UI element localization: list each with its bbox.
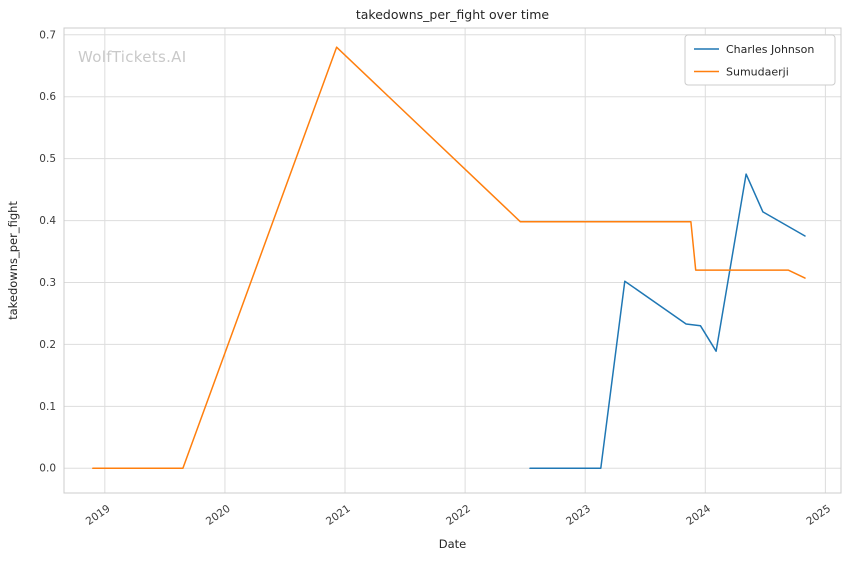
x-tick-label: 2020 <box>204 503 233 528</box>
y-tick-label: 0.0 <box>39 463 56 475</box>
series-line-sumudaerji <box>92 46 806 469</box>
legend-label: Sumudaerji <box>726 66 789 79</box>
legend: Charles Johnson Sumudaerji <box>684 34 836 86</box>
x-tick-label: 2021 <box>324 503 353 528</box>
x-tick-label: 2019 <box>84 503 113 528</box>
plot-border <box>63 27 842 494</box>
legend-item-charles-johnson: Charles Johnson <box>694 43 814 56</box>
series-line-charles-johnson <box>529 173 806 469</box>
y-tick-label: 0.2 <box>39 339 56 351</box>
x-axis-label: Date <box>439 537 467 551</box>
x-tick-label: 2024 <box>684 502 713 527</box>
plot-area: 2019 2020 2021 2022 2023 2024 2025 0.0 0.1 0.2 0.3… <box>39 27 842 528</box>
y-tick-label: 0.7 <box>39 29 56 41</box>
y-tick-label: 0.6 <box>39 91 56 103</box>
watermark: WolfTickets.AI <box>78 48 186 66</box>
legend-label: Charles Johnson <box>726 43 814 56</box>
y-tick-label: 0.5 <box>39 153 56 165</box>
y-tick-label: 0.4 <box>39 215 56 227</box>
legend-item-sumudaerji: Sumudaerji <box>694 66 789 79</box>
x-tick-label: 2023 <box>564 503 593 528</box>
legend-box <box>684 34 836 86</box>
x-tick-label: 2025 <box>804 503 833 528</box>
plot-background <box>64 28 841 493</box>
y-tick-label: 0.1 <box>39 401 56 413</box>
x-tick-label: 2022 <box>444 503 473 528</box>
chart-title: takedowns_per_fight over time <box>356 7 550 22</box>
y-tick-label: 0.3 <box>39 277 56 289</box>
y-axis-label: takedowns_per_fight <box>6 201 20 320</box>
